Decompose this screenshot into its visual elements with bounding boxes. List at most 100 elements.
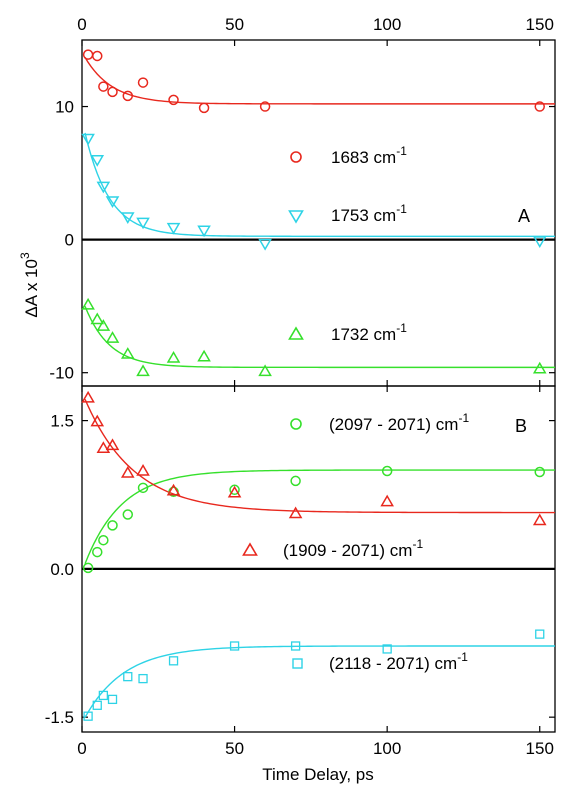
legend-entry-2097: (2097 - 2071) cm-1 — [290, 411, 469, 434]
data-point-b-1 — [90, 414, 105, 427]
fit-curve-a-1 — [84, 132, 555, 237]
x-tick-label: 100 — [373, 739, 401, 758]
data-point-b-2 — [168, 656, 179, 666]
data-point-a-2 — [81, 297, 95, 310]
panel-b-y-tick-label: 0.0 — [50, 560, 74, 579]
top-x-tick-label: 150 — [526, 15, 554, 34]
data-point-b-0 — [229, 484, 240, 496]
data-point-b-1 — [380, 494, 394, 507]
panel-label-b: B — [515, 416, 527, 436]
data-point-a-2 — [166, 351, 181, 363]
data-point-b-0 — [381, 465, 393, 477]
panel-b-y-tick-label: -1.5 — [45, 708, 74, 727]
legend-label-1753: 1753 cm-1 — [331, 202, 407, 225]
top-x-tick-label: 50 — [225, 15, 244, 34]
data-point-a-2 — [90, 312, 105, 325]
panel-a-y-tick-label: 10 — [55, 98, 74, 117]
data-point-b-1 — [105, 438, 120, 451]
data-point-b-1 — [81, 390, 95, 403]
panel-b: -1.5 0.0 1.5 0 50 100 150 (2097 - 2071) cm-1 (… — [45, 385, 556, 784]
data-point-b-2 — [83, 711, 93, 721]
x-tick-label: 50 — [225, 739, 244, 758]
panel-a-frame — [81, 39, 556, 387]
legend-marker-1909 — [242, 542, 258, 556]
legend-label-1683: 1683 cm-1 — [331, 144, 407, 167]
legend-marker-2097 — [290, 418, 302, 430]
data-point-b-1 — [288, 506, 303, 519]
legend-entry-1909: (1909 - 2071) cm-1 — [242, 537, 423, 560]
panel-a-data-points — [81, 49, 547, 377]
x-tick-label: 0 — [77, 739, 86, 758]
panel-b-ticks: -1.5 0.0 1.5 0 50 100 150 — [45, 386, 555, 758]
legend-label-1909: (1909 - 2071) cm-1 — [283, 537, 423, 560]
data-point-a-0 — [534, 101, 545, 112]
data-point-b-0 — [82, 562, 94, 574]
data-point-a-0 — [98, 81, 109, 92]
legend-marker-1683 — [290, 151, 302, 163]
data-point-b-1 — [120, 465, 135, 478]
data-point-b-2 — [123, 671, 133, 682]
data-point-a-1 — [532, 236, 547, 248]
data-point-a-2 — [105, 331, 120, 343]
data-point-b-0 — [92, 546, 103, 558]
data-point-a-2 — [258, 364, 272, 377]
data-point-a-0 — [168, 94, 179, 106]
fit-curve-a-2 — [84, 306, 555, 369]
data-point-a-1 — [81, 133, 95, 146]
legend-marker-1753 — [288, 210, 304, 224]
data-point-b-2 — [290, 641, 301, 651]
x-axis-label: Time Delay, ps — [262, 765, 373, 784]
panel-a-y-tick-label: -10 — [49, 364, 74, 383]
data-point-a-1 — [197, 225, 211, 238]
data-point-b-2 — [535, 629, 545, 639]
legend-entry-1683: 1683 cm-1 — [290, 144, 407, 167]
panel-label-a: A — [518, 206, 530, 226]
top-x-tick-label: 100 — [373, 15, 401, 34]
data-point-b-2 — [229, 641, 240, 651]
legend-marker-2118 — [292, 658, 303, 669]
data-point-a-2 — [197, 349, 211, 362]
legend-entry-1732: 1732 cm-1 — [288, 321, 407, 344]
y-axis-label: ΔA x 103 — [18, 252, 41, 318]
data-point-b-2 — [382, 644, 392, 654]
legend-marker-1732 — [288, 326, 304, 340]
data-point-b-0 — [534, 466, 545, 478]
top-x-tick-label: 0 — [77, 15, 86, 34]
panel-b-data-points — [81, 390, 547, 721]
data-point-a-1 — [120, 212, 135, 224]
data-point-a-0 — [198, 102, 210, 114]
panel-b-fit-curves — [84, 398, 555, 718]
panel-b-frame — [81, 385, 556, 733]
panel-a-fit-curves — [84, 57, 555, 369]
data-point-a-0 — [122, 90, 134, 102]
data-point-a-0 — [107, 86, 118, 98]
data-point-a-1 — [258, 238, 272, 251]
data-point-b-0 — [122, 509, 134, 520]
data-point-b-2 — [92, 700, 102, 710]
data-point-b-0 — [290, 475, 301, 487]
fit-curve-b-2 — [84, 645, 555, 718]
legend-entry-1753: 1753 cm-1 — [288, 202, 407, 225]
data-point-a-1 — [166, 222, 181, 235]
data-point-a-1 — [90, 155, 105, 167]
data-point-b-1 — [136, 464, 150, 476]
legend-label-2097: (2097 - 2071) cm-1 — [329, 411, 469, 434]
fit-curve-b-0 — [84, 469, 555, 564]
data-point-b-1 — [532, 513, 547, 526]
panel-a-y-tick-label: 0 — [65, 231, 74, 250]
data-point-a-1 — [96, 181, 111, 194]
data-point-b-2 — [138, 673, 148, 684]
legend-label-2118: (2118 - 2071) cm-1 — [329, 650, 468, 673]
data-point-b-0 — [107, 520, 118, 531]
data-point-b-0 — [98, 534, 109, 546]
data-point-a-2 — [532, 361, 547, 374]
legend-label-1732: 1732 cm-1 — [331, 321, 407, 344]
data-point-a-0 — [82, 49, 94, 60]
data-point-a-0 — [92, 50, 103, 62]
data-point-b-1 — [166, 483, 181, 496]
data-point-a-2 — [120, 347, 135, 359]
data-point-b-1 — [227, 485, 242, 498]
data-point-a-1 — [136, 217, 150, 230]
